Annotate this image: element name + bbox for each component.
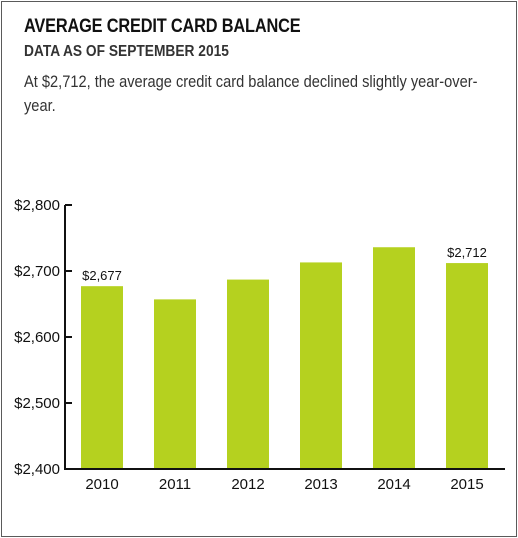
chart-subtitle: DATA AS OF SEPTEMBER 2015 [24,43,229,60]
bar-2014 [373,247,415,469]
bar-2011 [154,299,196,469]
y-tick-label: $2,500 [14,395,60,412]
bar-2013 [300,262,342,469]
y-tick-label: $2,800 [14,197,60,214]
chart-title: AVERAGE CREDIT CARD BALANCE [24,16,301,37]
chart-description: At $2,712, the average credit card balan… [24,72,478,115]
data-labels: $2,677 $2,712 [82,245,487,283]
y-tick-label: $2,400 [14,461,60,478]
x-tick-label: 2012 [231,476,264,493]
data-label-2015: $2,712 [447,245,487,260]
x-tick-label: 2014 [377,476,410,493]
x-tick-label: 2011 [159,476,191,493]
y-tick-label: $2,600 [14,329,60,346]
bar-2015 [446,263,488,469]
y-tick-label: $2,700 [14,263,60,280]
x-axis: 2010 2011 2012 2013 2014 2015 [64,468,505,493]
bar-2012 [227,279,269,469]
x-tick-label: 2013 [304,476,337,493]
bars [81,247,488,469]
data-label-2010: $2,677 [82,268,122,283]
x-tick-label: 2010 [85,476,118,493]
y-axis: $2,400 $2,500 $2,600 $2,700 $2,800 [14,197,72,478]
bar-2010 [81,286,123,469]
x-tick-label: 2015 [450,476,483,493]
